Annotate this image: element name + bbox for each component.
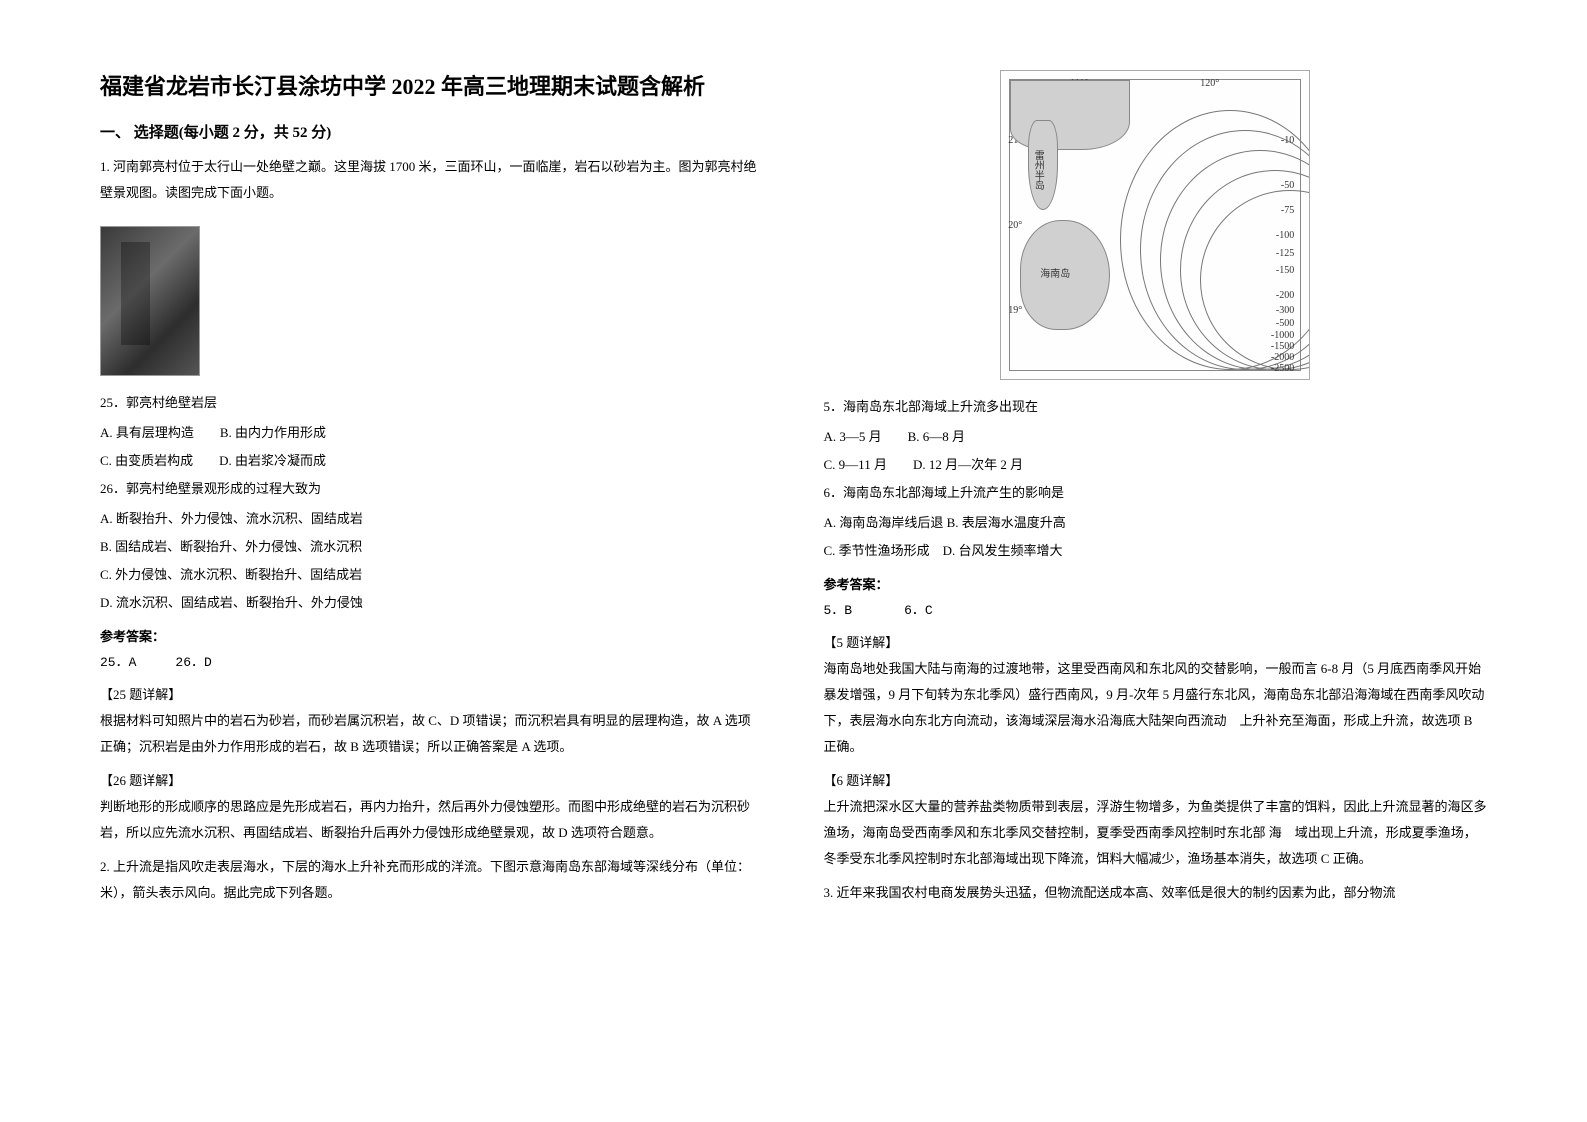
q1-exp26-header: 【26 题详解】	[100, 768, 764, 794]
page-title: 福建省龙岩市长汀县涂坊中学 2022 年高三地理期末试题含解析	[100, 70, 764, 103]
q2-exp6-header: 【6 题详解】	[824, 768, 1488, 794]
map-label-hainan: 海南岛	[1040, 265, 1070, 280]
depth-150: -150	[1276, 265, 1294, 276]
q2-answer-label: 参考答案：	[824, 572, 1488, 598]
depth-500: -500	[1276, 318, 1294, 329]
q2-map-figure: 111° 120° 21° 20° 19° 雷州半岛 海南岛 -10 -50 -…	[1000, 70, 1310, 380]
q1-opt26-c: C. 外力侵蚀、流水沉积、断裂抬升、固结成岩	[100, 562, 764, 588]
map-lat-19: 19°	[1008, 305, 1022, 316]
q1-opt26-d: D. 流水沉积、固结成岩、断裂抬升、外力侵蚀	[100, 590, 764, 616]
q3-stem: 3. 近年来我国农村电商发展势头迅猛，但物流配送成本高、效率低是很大的制约因素为…	[824, 880, 1488, 906]
map-label-leizhou: 雷州半岛	[1030, 150, 1045, 190]
q1-opt25-row2: C. 由变质岩构成 D. 由岩浆冷凝而成	[100, 448, 764, 474]
depth-1000: -1000	[1271, 330, 1294, 341]
q2-opt5-row2: C. 9—11 月 D. 12 月—次年 2 月	[824, 452, 1488, 478]
q2-stem: 2. 上升流是指风吹走表层海水，下层的海水上升补充而形成的洋流。下图示意海南岛东…	[100, 854, 764, 906]
q2-sub6: 6．海南岛东北部海域上升流产生的影响是	[824, 480, 1488, 506]
q1-opt26-a: A. 断裂抬升、外力侵蚀、流水沉积、固结成岩	[100, 506, 764, 532]
q1-opt26-b: B. 固结成岩、断裂抬升、外力侵蚀、流水沉积	[100, 534, 764, 560]
q1-answer-label: 参考答案：	[100, 624, 764, 650]
depth-100: -100	[1276, 230, 1294, 241]
q1-sub26: 26．郭亮村绝壁景观形成的过程大致为	[100, 476, 764, 502]
q1-opt25-row1: A. 具有层理构造 B. 由内力作用形成	[100, 420, 764, 446]
depth-10: -10	[1281, 135, 1294, 146]
q2-sub5: 5．海南岛东北部海域上升流多出现在	[824, 394, 1488, 420]
depth-1500: -1500	[1271, 341, 1294, 352]
q2-exp5-body: 海南岛地处我国大陆与南海的过渡地带，这里受西南风和东北风的交替影响，一般而言 6…	[824, 656, 1488, 760]
q1-figure	[100, 226, 200, 376]
depth-300: -300	[1276, 305, 1294, 316]
map-lon-120: 120°	[1200, 78, 1219, 89]
depth-50: -50	[1281, 180, 1294, 191]
map-frame: 111° 120° 21° 20° 19° 雷州半岛 海南岛 -10 -50 -…	[1009, 79, 1301, 371]
q2-exp5-header: 【5 题详解】	[824, 630, 1488, 656]
map-lat-20: 20°	[1008, 220, 1022, 231]
left-column: 福建省龙岩市长汀县涂坊中学 2022 年高三地理期末试题含解析 一、 选择题(每…	[100, 70, 764, 1082]
depth-75: -75	[1281, 205, 1294, 216]
q2-opt5-row1: A. 3—5 月 B. 6—8 月	[824, 424, 1488, 450]
q1-sub25: 25．郭亮村绝壁岩层	[100, 390, 764, 416]
q1-answers: 25．A 26．D	[100, 650, 764, 676]
q1-exp25-body: 根据材料可知照片中的岩石为砂岩，而砂岩属沉积岩，故 C、D 项错误；而沉积岩具有…	[100, 708, 764, 760]
q1-stem: 1. 河南郭亮村位于太行山一处绝壁之巅。这里海拔 1700 米，三面环山，一面临…	[100, 154, 764, 206]
q1-exp25-header: 【25 题详解】	[100, 682, 764, 708]
depth-200: -200	[1276, 290, 1294, 301]
q1-exp26-body: 判断地形的形成顺序的思路应是先形成岩石，再内力抬升，然后再外力侵蚀塑形。而图中形…	[100, 794, 764, 846]
q2-opt6-row1: A. 海南岛海岸线后退 B. 表层海水温度升高	[824, 510, 1488, 536]
q2-opt6-row2: C. 季节性渔场形成 D. 台风发生频率增大	[824, 538, 1488, 564]
depth-2500: -2500	[1271, 363, 1294, 374]
depth-2000: -2000	[1271, 352, 1294, 363]
q2-exp6-body: 上升流把深水区大量的营养盐类物质带到表层，浮游生物增多，为鱼类提供了丰富的饵料，…	[824, 794, 1488, 872]
right-column: 111° 120° 21° 20° 19° 雷州半岛 海南岛 -10 -50 -…	[824, 70, 1488, 1082]
q2-answers: 5．B 6．C	[824, 598, 1488, 624]
depth-125: -125	[1276, 248, 1294, 259]
section-header: 一、 选择题(每小题 2 分，共 52 分)	[100, 121, 764, 142]
